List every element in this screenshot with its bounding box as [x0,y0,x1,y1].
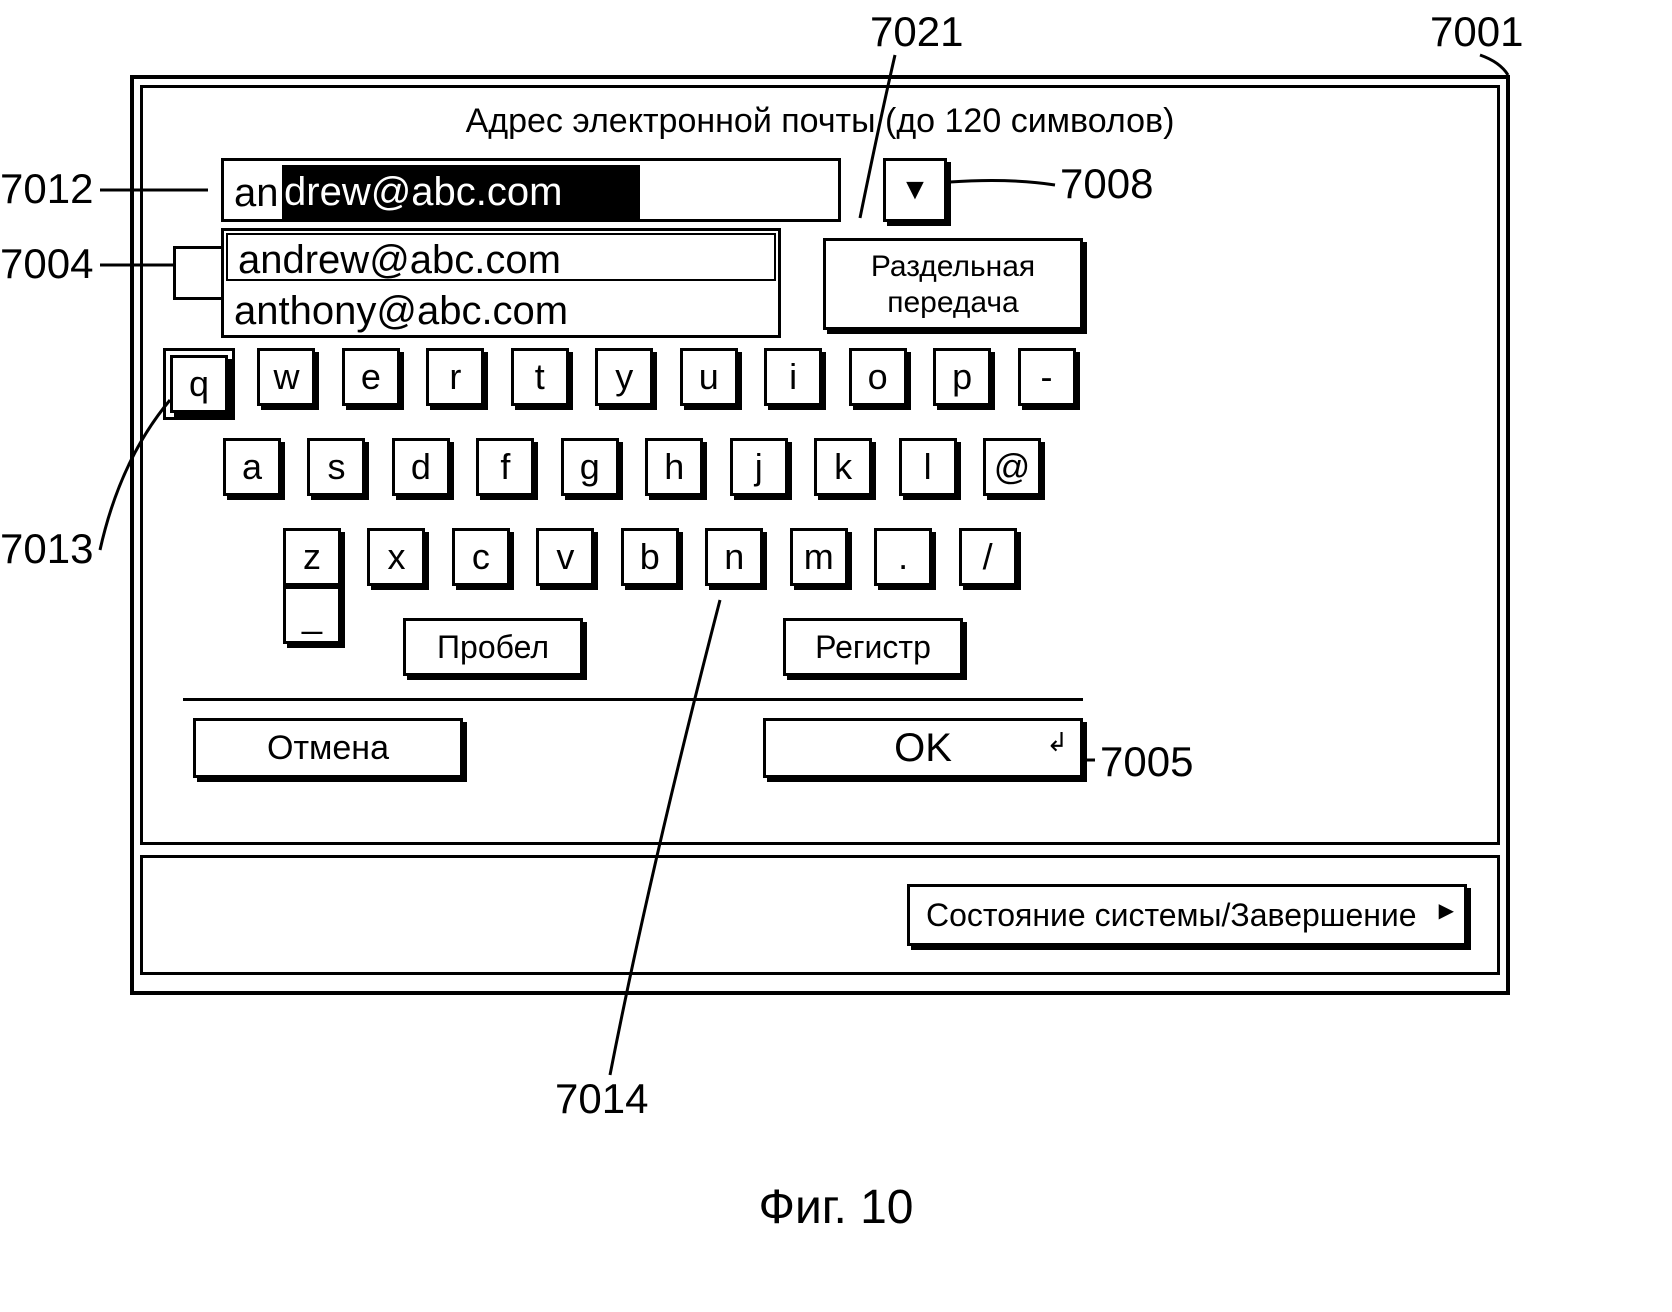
email-entry-panel: Адрес электронной почты (до 120 символов… [140,85,1500,845]
key-s[interactable]: s [307,438,365,496]
system-status-label: Состояние системы/Завершение [926,897,1417,933]
divider [183,698,1083,701]
key-g[interactable]: g [561,438,619,496]
split-send-line2: передача [887,286,1018,319]
email-input-prefix: an [234,171,279,216]
key-q-focus-ring: q [163,348,235,420]
arrow-right-icon: ▶ [1439,883,1454,939]
key-slash[interactable]: / [959,528,1017,586]
key-w[interactable]: w [257,348,315,406]
key-y[interactable]: y [595,348,653,406]
callout-7001: 7001 [1430,8,1523,56]
key-j[interactable]: j [730,438,788,496]
panel-title: Адрес электронной почты (до 120 символов… [143,102,1497,141]
key-k[interactable]: k [814,438,872,496]
key-z[interactable]: z [283,528,341,586]
enter-icon: ↲ [1046,715,1068,769]
suggestion-item[interactable]: anthony@abc.com [224,283,778,335]
key-i[interactable]: i [764,348,822,406]
key-r[interactable]: r [426,348,484,406]
ok-button[interactable]: OK ↲ [763,718,1083,778]
ok-label: OK [894,726,952,770]
key-l[interactable]: l [899,438,957,496]
key-p[interactable]: p [933,348,991,406]
key-m[interactable]: m [790,528,848,586]
key-u[interactable]: u [680,348,738,406]
key-n[interactable]: n [705,528,763,586]
callout-7012: 7012 [0,165,93,213]
key-f[interactable]: f [476,438,534,496]
figure-caption: Фиг. 10 [0,1180,1672,1235]
key-b[interactable]: b [621,528,679,586]
key-d[interactable]: d [392,438,450,496]
key-at[interactable]: @ [983,438,1041,496]
suggestion-popup: andrew@abc.com anthony@abc.com [221,228,781,338]
suggestion-item[interactable]: andrew@abc.com [226,233,776,281]
key-underscore[interactable]: _ [283,586,341,644]
key-a[interactable]: a [223,438,281,496]
key-v[interactable]: v [536,528,594,586]
callout-7014: 7014 [555,1075,648,1123]
key-t[interactable]: t [511,348,569,406]
split-send-line1: Раздельная [871,250,1035,283]
dropdown-button[interactable]: ▼ [883,158,947,222]
key-period[interactable]: . [874,528,932,586]
email-input[interactable]: an drew@abc.com [221,158,841,222]
split-send-button[interactable]: Раздельная передача [823,238,1083,330]
callout-7013: 7013 [0,525,93,573]
key-o[interactable]: o [849,348,907,406]
key-c[interactable]: c [452,528,510,586]
callout-7021: 7021 [870,8,963,56]
cancel-button[interactable]: Отмена [193,718,463,778]
key-q[interactable]: q [170,355,228,413]
device-screen-frame: Адрес электронной почты (до 120 символов… [130,75,1510,995]
key-hyphen[interactable]: - [1018,348,1076,406]
email-input-selection: drew@abc.com [282,165,640,220]
callout-7004: 7004 [0,240,93,288]
space-key[interactable]: Пробел [403,618,583,676]
chevron-down-icon: ▼ [900,173,930,206]
key-e[interactable]: e [342,348,400,406]
key-x[interactable]: x [367,528,425,586]
status-bar: Состояние системы/Завершение ▶ [140,855,1500,975]
shift-key[interactable]: Регистр [783,618,963,676]
system-status-button[interactable]: Состояние системы/Завершение ▶ [907,884,1467,946]
key-h[interactable]: h [645,438,703,496]
